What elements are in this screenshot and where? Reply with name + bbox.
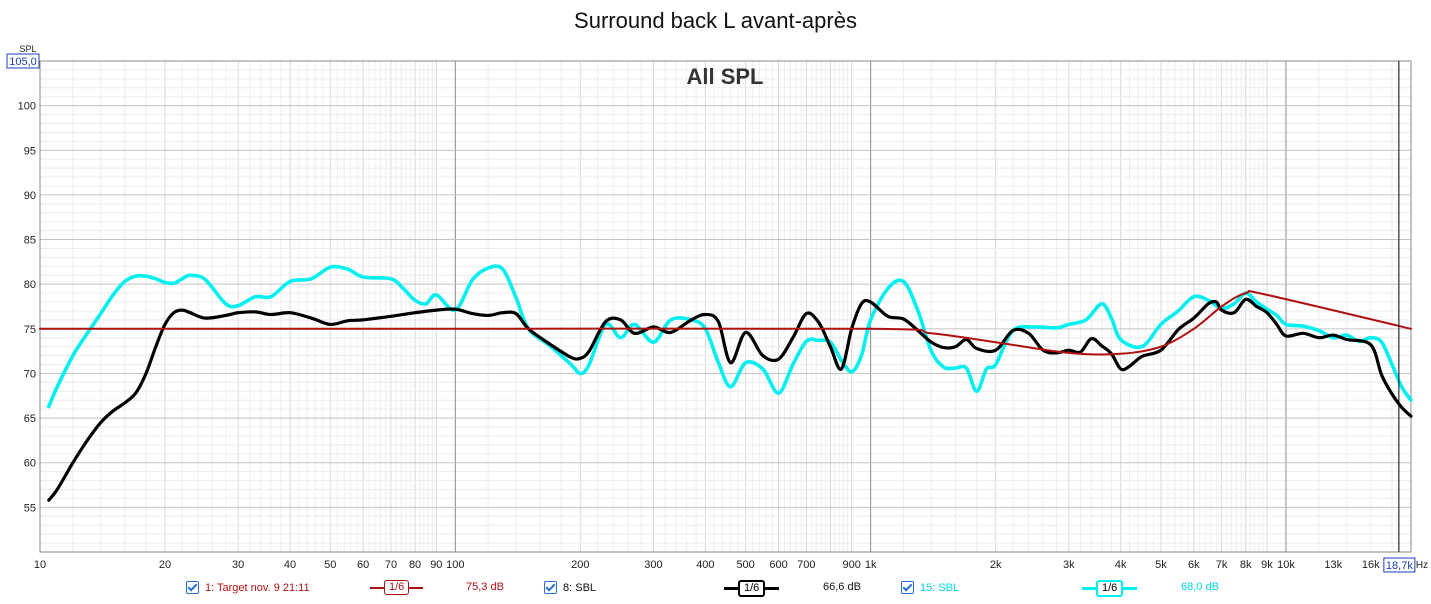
right-cursor-readout[interactable]: 18,7k [1383,61,1416,573]
x-axis-ticks: 10 20 30 40 50 60 70 80 90 100 200 300 400 500 600 700 9… [34,559,1380,571]
x-tick-label: 70 [385,559,397,571]
y-tick-label: 90 [24,190,36,202]
checkbox-icon[interactable] [544,581,557,594]
x-tick-label: 2k [990,559,1002,571]
x-tick-label: 3k [1063,559,1075,571]
x-tick-label: 700 [797,559,815,571]
x-tick-label: 100 [446,559,464,571]
legend: 1: Target nov. 9 21:11 1/6 75,3 dB 8: SB… [0,578,1431,604]
y-tick-label: 95 [24,145,36,157]
smoothing-badge-target[interactable]: 1/6 [370,580,424,595]
x-tick-label: 600 [769,559,787,571]
x-tick-label: 200 [571,559,589,571]
x-tick-label: 60 [357,559,369,571]
smoothing-badge-sbl-15[interactable]: 1/6 [1082,580,1138,597]
x-tick-label: 6k [1188,559,1200,571]
top-cursor-readout[interactable]: 105,0 [6,53,40,69]
smoothing-label: 1/6 [738,580,766,597]
x-tick-label: 90 [430,559,442,571]
legend-label: 15: SBL [920,581,960,594]
plot-frame [39,60,1412,553]
x-tick-label: 10 [34,559,46,571]
legend-item-sbl-15[interactable]: 15: SBL [901,581,959,594]
level-sbl-15: 68,0 dB [1181,581,1219,593]
x-tick-label: 16k [1362,559,1380,571]
series-line-1 [47,297,1413,502]
checkbox-icon[interactable] [186,581,199,594]
smoothing-label: 1/6 [1096,580,1124,597]
svg-text:105,0: 105,0 [9,56,37,68]
x-tick-label: 5k [1155,559,1167,571]
x-tick-label: 400 [696,559,714,571]
x-tick-label: 40 [284,559,296,571]
level-sbl-8: 66,6 dB [823,581,861,593]
x-tick-label: 500 [736,559,754,571]
legend-item-target[interactable]: 1: Target nov. 9 21:11 [186,581,310,594]
y-tick-label: 65 [24,413,36,425]
y-tick-label: 85 [24,235,36,247]
plot-area[interactable]: 55 60 65 70 75 80 85 90 95 100 10 20 30 40 50 60 70 80 90… [0,0,1431,578]
x-tick-label: 13k [1324,559,1342,571]
y-axis-label: SPL [19,44,36,54]
y-tick-label: 75 [24,324,36,336]
checkbox-icon[interactable] [901,581,914,594]
x-tick-label: 9k [1261,559,1273,571]
x-tick-label: 900 [842,559,860,571]
chart-title: Surround back L avant-après [574,8,857,33]
series-line-0 [39,290,1412,356]
series-line-2 [47,264,1413,409]
x-tick-label: 4k [1115,559,1127,571]
smoothing-label: 1/6 [384,580,410,595]
x-tick-label: 8k [1240,559,1252,571]
x-tick-label: 80 [409,559,421,571]
y-axis-ticks: 55 60 65 70 75 80 85 90 95 100 [18,101,36,515]
x-tick-label: 50 [324,559,336,571]
y-tick-label: 70 [24,368,36,380]
x-tick-label: 10k [1277,559,1295,571]
legend-label: 1: Target nov. 9 21:11 [205,581,310,594]
x-tick-label: 1k [865,559,877,571]
x-tick-label: 300 [644,559,662,571]
y-tick-label: 100 [18,101,36,113]
svg-text:18,7k: 18,7k [1386,560,1413,572]
y-tick-label: 60 [24,458,36,470]
x-tick-label: 7k [1216,559,1228,571]
x-axis-label: Hz [1416,560,1428,571]
x-tick-label: 20 [159,559,171,571]
y-tick-label: 80 [24,279,36,291]
smoothing-badge-sbl-8[interactable]: 1/6 [724,580,780,597]
series-lines [39,264,1413,502]
x-tick-label: 30 [232,559,244,571]
chart-annotation: All SPL [686,64,763,89]
legend-item-sbl-8[interactable]: 8: SBL [544,581,596,594]
y-tick-label: 55 [24,502,36,514]
level-target: 75,3 dB [466,581,504,593]
legend-label: 8: SBL [563,581,597,594]
